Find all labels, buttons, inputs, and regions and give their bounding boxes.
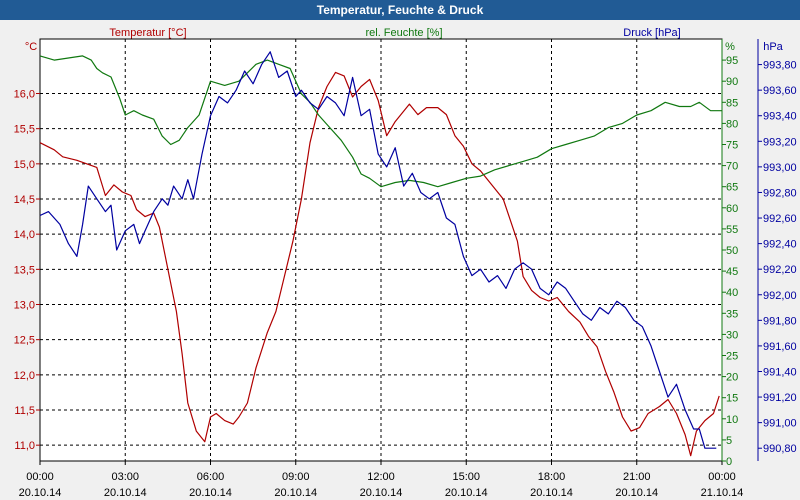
x-tick-label-time: 00:00: [26, 471, 54, 483]
x-tick-label-date: 20.10.14: [189, 487, 232, 499]
x-tick-label-time: 00:00: [708, 471, 736, 483]
temperature-tick-label: 12,0: [14, 370, 35, 382]
humidity-tick-label: 75: [726, 140, 738, 152]
temperature-tick-label: 15,5: [14, 124, 35, 136]
humidity-tick-label: 0: [726, 456, 732, 468]
humidity-tick-label: 55: [726, 224, 738, 236]
temperature-tick-label: 13,0: [14, 300, 35, 312]
humidity-tick-label: 35: [726, 308, 738, 320]
series-line-temperature: [39, 71, 720, 457]
pressure-tick-label: 991,00: [763, 418, 797, 430]
humidity-tick-label: 80: [726, 118, 738, 130]
pressure-tick-label: 993,80: [763, 60, 797, 72]
x-tick-label-date: 20.10.14: [19, 487, 62, 499]
x-tick-label-date: 20.10.14: [615, 487, 658, 499]
temperature-tick-label: 14,0: [14, 229, 35, 241]
humidity-tick-label: 25: [726, 351, 738, 363]
humidity-tick-label: 65: [726, 182, 738, 194]
humidity-tick-label: 5: [726, 435, 732, 447]
pressure-tick-label: 991,60: [763, 341, 797, 353]
temperature-tick-label: 16,0: [14, 89, 35, 101]
legend-humidity: rel. Feuchte [%]: [365, 27, 442, 39]
pressure-tick-label: 992,80: [763, 187, 797, 199]
humidity-tick-label: 40: [726, 287, 738, 299]
temperature-unit-label: °C: [25, 41, 37, 53]
pressure-tick-label: 992,20: [763, 264, 797, 276]
temperature-tick-label: 12,5: [14, 335, 35, 347]
pressure-unit-label: hPa: [763, 41, 783, 53]
humidity-tick-label: 70: [726, 161, 738, 173]
humidity-tick-label: 20: [726, 372, 738, 384]
pressure-tick-label: 993,00: [763, 162, 797, 174]
pressure-tick-label: 992,40: [763, 239, 797, 251]
humidity-tick-label: 15: [726, 393, 738, 405]
x-tick-label-time: 15:00: [452, 471, 480, 483]
x-tick-label-date: 21.10.14: [701, 487, 744, 499]
pressure-tick-label: 992,60: [763, 213, 797, 225]
humidity-tick-label: 85: [726, 97, 738, 109]
x-tick-label-time: 21:00: [623, 471, 651, 483]
pressure-tick-label: 990,80: [763, 443, 797, 455]
pressure-tick-label: 993,40: [763, 111, 797, 123]
temperature-tick-label: 11,0: [14, 440, 35, 452]
pressure-tick-label: 991,80: [763, 315, 797, 327]
pressure-tick-label: 991,20: [763, 392, 797, 404]
series-line-humidity: [39, 55, 722, 188]
temperature-tick-label: 14,5: [14, 194, 35, 206]
humidity-tick-label: 90: [726, 76, 738, 88]
temperature-tick-label: 15,0: [14, 159, 35, 171]
axis-layer: 00:00 20.10.14 03:00 20.10.14 06:00 20.10.14 0…: [14, 39, 797, 499]
humidity-tick-label: 60: [726, 203, 738, 215]
humidity-tick-label: 95: [726, 55, 738, 67]
x-tick-label-date: 20.10.14: [274, 487, 317, 499]
legend-pressure: Druck [hPa]: [623, 27, 680, 39]
x-tick-label-time: 03:00: [111, 471, 139, 483]
series-line-pressure: [39, 51, 717, 449]
pressure-tick-label: 992,00: [763, 290, 797, 302]
x-tick-label-time: 12:00: [367, 471, 395, 483]
chart-title: Temperatur, Feuchte & Druck: [0, 0, 800, 20]
humidity-tick-label: 10: [726, 414, 738, 426]
humidity-tick-label: 45: [726, 266, 738, 278]
humidity-tick-label: 30: [726, 329, 738, 341]
x-tick-label-date: 20.10.14: [445, 487, 488, 499]
pressure-tick-label: 991,40: [763, 366, 797, 378]
series-layer: [39, 51, 722, 457]
x-tick-label-time: 18:00: [538, 471, 566, 483]
pressure-tick-label: 993,20: [763, 136, 797, 148]
chart-canvas: 00:00 20.10.14 03:00 20.10.14 06:00 20.10.14 0…: [14, 27, 797, 499]
pressure-tick-label: 993,60: [763, 85, 797, 97]
humidity-tick-label: 50: [726, 245, 738, 257]
x-tick-label-time: 06:00: [197, 471, 225, 483]
legend-temperature: Temperatur [°C]: [109, 27, 186, 39]
x-tick-label-date: 20.10.14: [530, 487, 573, 499]
temperature-tick-label: 11,5: [14, 405, 35, 417]
temperature-tick-label: 13,5: [14, 264, 35, 276]
x-tick-label-time: 09:00: [282, 471, 310, 483]
x-tick-label-date: 20.10.14: [104, 487, 147, 499]
humidity-unit-label: %: [725, 41, 735, 53]
x-tick-label-date: 20.10.14: [360, 487, 403, 499]
grid-layer: [40, 39, 722, 461]
